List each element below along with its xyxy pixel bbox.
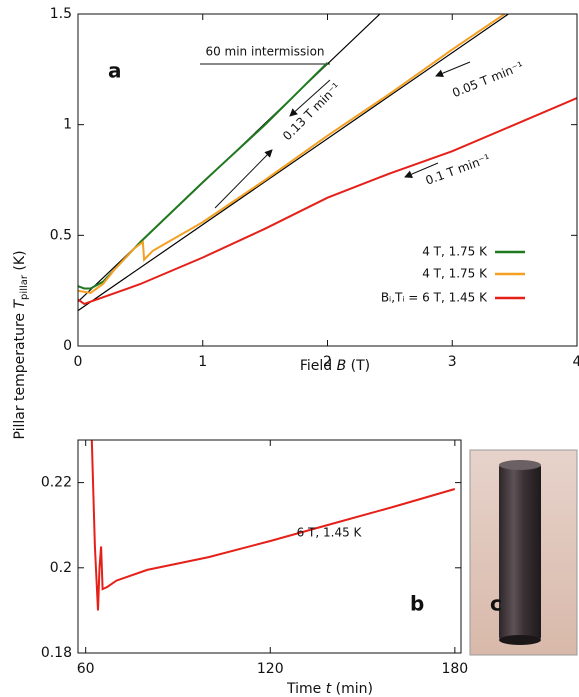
cylinder-top xyxy=(499,460,541,470)
x-tick-label: 4 xyxy=(573,354,579,370)
data-line xyxy=(90,440,456,611)
panel-label: a xyxy=(108,59,122,83)
y-tick-label: 0.22 xyxy=(41,475,72,491)
x-tick-label: 120 xyxy=(257,661,284,677)
x-tick-label: 180 xyxy=(441,661,468,677)
arrow xyxy=(214,149,273,209)
panel-label: b xyxy=(410,592,424,616)
sample-cylinder xyxy=(499,464,541,640)
cylinder-bottom xyxy=(499,635,541,645)
plot-frame xyxy=(77,439,462,654)
arrow xyxy=(289,79,331,117)
x-tick-label: 0 xyxy=(74,354,83,370)
x-tick-label: 60 xyxy=(77,661,95,677)
data-line xyxy=(78,14,506,294)
x-axis-label-part: B xyxy=(337,358,347,374)
annotation: 60 min intermission xyxy=(205,45,324,59)
y-tick-label: 0.2 xyxy=(50,560,72,576)
x-tick-label: 1 xyxy=(198,354,207,370)
x-axis-label-part: Field xyxy=(300,358,337,374)
annotation: 6 T, 1.45 K xyxy=(297,526,363,540)
x-tick-label: 3 xyxy=(448,354,457,370)
x-axis-label: Field B (T) xyxy=(300,358,370,374)
x-axis-label-part: Time xyxy=(286,681,326,697)
fit-line xyxy=(78,14,509,312)
y-tick-label: 0.5 xyxy=(50,227,72,243)
x-axis-label-part: (min) xyxy=(331,681,373,697)
data-line xyxy=(78,61,329,290)
y-tick-label: 1 xyxy=(63,117,72,133)
y-axis-label: Pillar temperature Tpillar (K) xyxy=(12,250,30,439)
x-axis-label: Time t (min) xyxy=(286,681,373,697)
legend-label: 4 T, 1.75 K xyxy=(422,267,488,281)
arrow xyxy=(435,61,471,78)
x-tick-label: 2 xyxy=(323,354,332,370)
panel-label: c xyxy=(490,592,502,616)
photo: c xyxy=(469,449,578,656)
arrow xyxy=(404,162,439,178)
legend-label: Bᵢ,Tᵢ = 6 T, 1.45 K xyxy=(381,291,488,305)
legend-label: 4 T, 1.75 K xyxy=(422,245,488,259)
data-line xyxy=(78,97,577,306)
y-tick-label: 1.5 xyxy=(50,6,72,22)
plot-frame xyxy=(77,13,578,347)
y-tick-label: 0.18 xyxy=(41,645,72,661)
x-axis-label-part: t xyxy=(326,681,332,697)
x-axis-label-part: (T) xyxy=(346,358,370,374)
y-tick-label: 0 xyxy=(63,338,72,354)
